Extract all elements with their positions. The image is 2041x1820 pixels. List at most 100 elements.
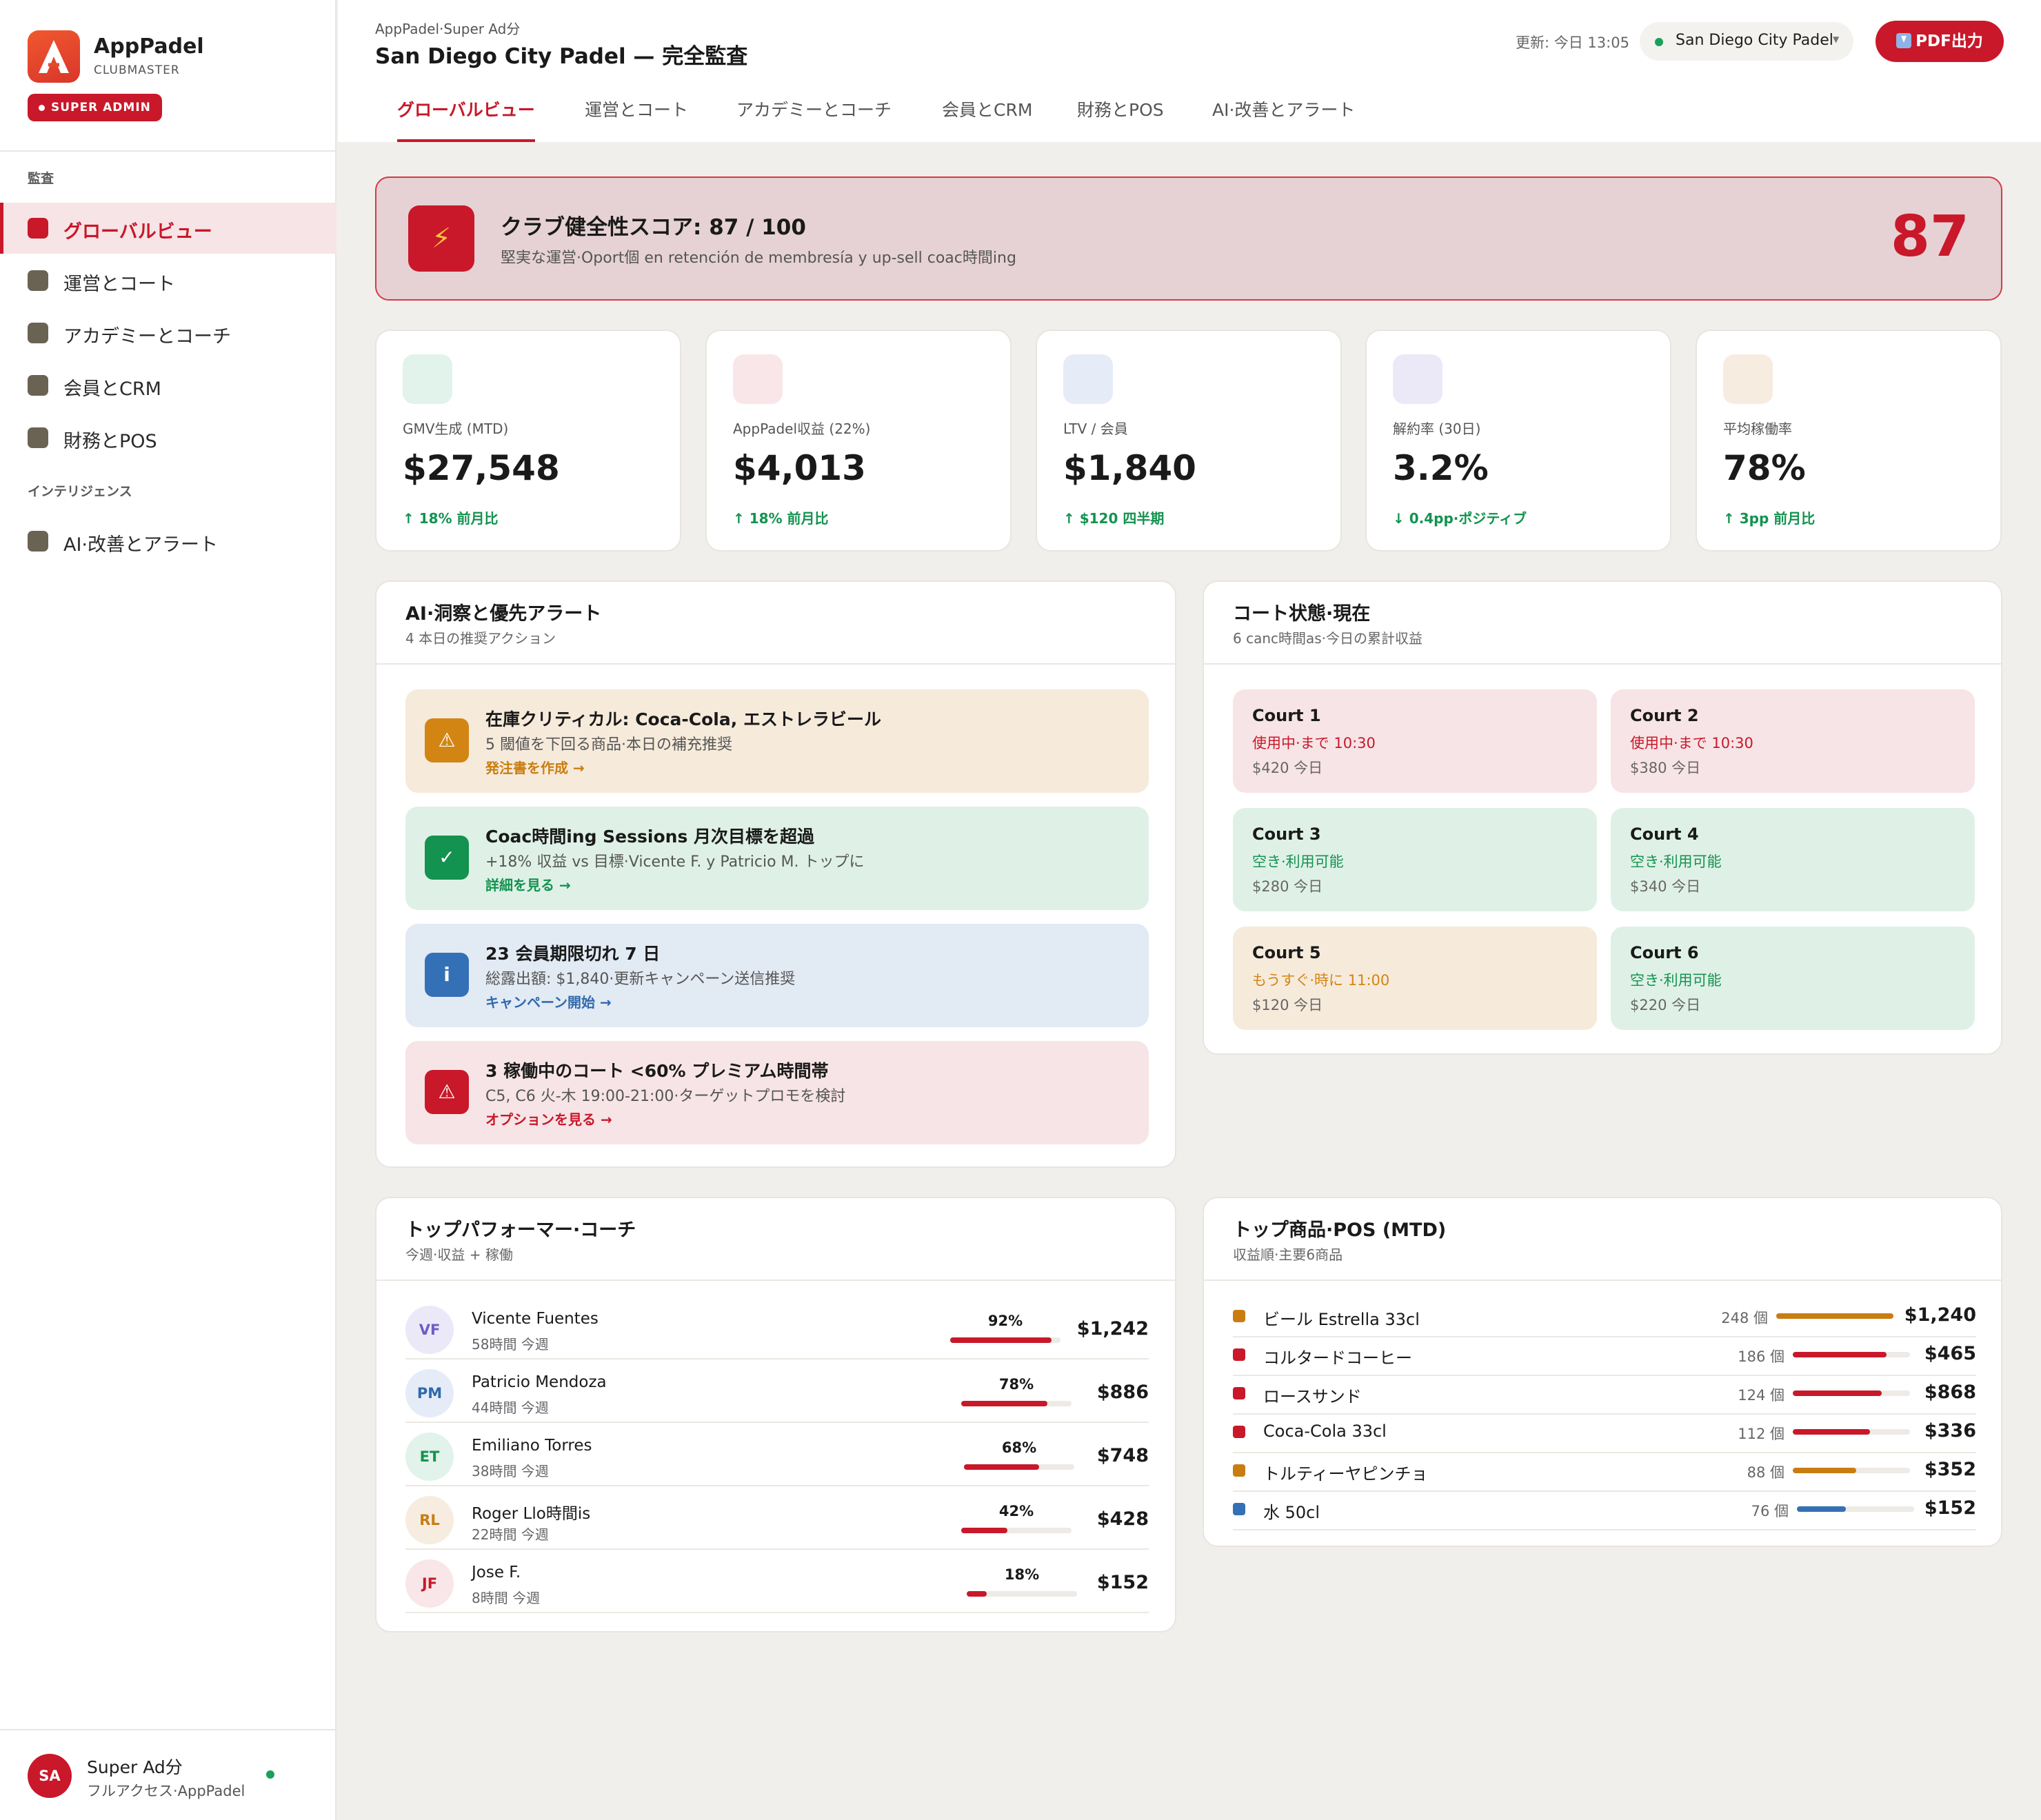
sidebar-item-global-view[interactable]: グローバルビュー bbox=[0, 203, 336, 254]
occupancy-bar bbox=[961, 1401, 1072, 1406]
alert-action-link[interactable]: オプションを見る → bbox=[485, 1111, 612, 1128]
breadcrumb[interactable]: AppPadel·Super Ad分 bbox=[375, 21, 521, 37]
sidebar-item-finance[interactable]: 財務とPOS bbox=[0, 412, 336, 463]
occupancy-bar bbox=[961, 1528, 1072, 1533]
coach-row[interactable]: ET Emiliano Torres 38時間 今週 68% $748 bbox=[405, 1423, 1149, 1486]
coach-name: Jose F. bbox=[472, 1564, 521, 1581]
coach-row[interactable]: PM Patricio Mendoza 44時間 今週 78% $886 bbox=[405, 1359, 1149, 1423]
nav-square-icon bbox=[28, 427, 48, 448]
brand: AppPadel CLUBMASTER SUPER ADMIN bbox=[28, 30, 317, 124]
tab-label: 運営とコート bbox=[585, 100, 689, 120]
coach-revenue: $748 bbox=[1096, 1445, 1149, 1466]
online-status-dot bbox=[266, 1770, 274, 1779]
product-row[interactable]: ビール Estrella 33cl 248 個 $1,240 bbox=[1233, 1299, 1976, 1337]
coach-row[interactable]: JF Jose F. 8時間 今週 18% $152 bbox=[405, 1550, 1149, 1613]
occupancy-label: 68% bbox=[1001, 1439, 1037, 1456]
alert-action-link[interactable]: 詳細を見る → bbox=[485, 877, 571, 893]
occupancy-bar bbox=[967, 1591, 1077, 1597]
product-name: ロースサンド bbox=[1263, 1387, 1362, 1406]
court-card[interactable]: Court 4 空き·利用可能 $340 今日 bbox=[1611, 808, 1975, 911]
alert-description: C5, C6 火-木 19:00-21:00·ターゲットプロモを検討 bbox=[485, 1088, 846, 1105]
club-selector[interactable]: San Diego City Padel ▼ bbox=[1640, 22, 1853, 61]
panel-divider bbox=[376, 663, 1175, 665]
sidebar-item-academy[interactable]: アカデミーとコーチ bbox=[0, 307, 336, 358]
tab-operations[interactable]: 運営とコート bbox=[585, 97, 688, 142]
tab-members[interactable]: 会員とCRM bbox=[942, 97, 1032, 142]
product-row[interactable]: コルタードコーヒー 186 個 $465 bbox=[1233, 1337, 1976, 1376]
product-row[interactable]: Coca-Cola 33cl 112 個 $336 bbox=[1233, 1415, 1976, 1453]
avatar: ET bbox=[405, 1433, 454, 1481]
court-card[interactable]: Court 5 もうすぐ·時に 11:00 $120 今日 bbox=[1233, 927, 1597, 1030]
product-row[interactable]: ロースサンド 124 個 $868 bbox=[1233, 1376, 1976, 1415]
kpi-delta: ↑ 3pp 前月比 bbox=[1723, 510, 1816, 527]
panel-subtitle: 今週·収益 + 稼働 bbox=[405, 1246, 513, 1263]
tab-academy[interactable]: アカデミーとコーチ bbox=[736, 97, 892, 142]
info-icon: i bbox=[425, 953, 469, 997]
tab-global-view[interactable]: グローバルビュー bbox=[397, 97, 535, 142]
kpi-delta: ↑ $120 四半期 bbox=[1063, 510, 1165, 527]
check-icon: ✓ bbox=[425, 836, 469, 880]
court-name: Court 3 bbox=[1252, 825, 1321, 844]
sidebar-item-members[interactable]: 会員とCRM bbox=[0, 360, 336, 411]
kpi-label: LTV / 会員 bbox=[1063, 421, 1128, 437]
kpi-delta: ↑ 18% 前月比 bbox=[733, 510, 829, 527]
coach-name: Roger Llo時間is bbox=[472, 1505, 591, 1523]
panel-divider bbox=[1204, 663, 2001, 665]
sidebar-item-label: アカデミーとコーチ bbox=[63, 326, 231, 347]
court-card[interactable]: Court 3 空き·利用可能 $280 今日 bbox=[1233, 808, 1597, 911]
avatar: JF bbox=[405, 1559, 454, 1608]
avatar[interactable]: SA bbox=[28, 1754, 72, 1798]
court-card[interactable]: Court 6 空き·利用可能 $220 今日 bbox=[1611, 927, 1975, 1030]
alert-title: 23 会員期限切れ 7 日 bbox=[485, 944, 661, 964]
occupancy-bar bbox=[950, 1337, 1060, 1343]
court-status: 空き·利用可能 bbox=[1630, 972, 1722, 989]
alert-card: i 23 会員期限切れ 7 日 総露出額: $1,840·更新キャンペーン送信推… bbox=[405, 924, 1149, 1027]
kpi-value: 3.2% bbox=[1393, 448, 1489, 488]
coach-row[interactable]: VF Vicente Fuentes 58時間 今週 92% $1,242 bbox=[405, 1296, 1149, 1359]
product-share-bar bbox=[1793, 1352, 1910, 1357]
alert-action-link[interactable]: キャンペーン開始 → bbox=[485, 994, 612, 1011]
coach-hours: 38時間 今週 bbox=[472, 1463, 549, 1479]
alert-action-link[interactable]: 発注書を作成 → bbox=[485, 760, 585, 776]
product-revenue: $152 bbox=[1924, 1497, 1976, 1519]
panel-title: コート状態·現在 bbox=[1233, 603, 1371, 625]
court-revenue: $280 今日 bbox=[1252, 878, 1323, 895]
sidebar-item-label: AI·改善とアラート bbox=[63, 534, 219, 556]
sidebar-item-ai-alerts[interactable]: AI·改善とアラート bbox=[0, 516, 336, 567]
kpi-delta: ↑ 18% 前月比 bbox=[403, 510, 499, 527]
court-revenue: $220 今日 bbox=[1630, 997, 1701, 1013]
coach-revenue: $152 bbox=[1096, 1572, 1149, 1593]
coach-revenue: $428 bbox=[1096, 1508, 1149, 1530]
product-share-bar bbox=[1793, 1429, 1910, 1435]
user-role: フルアクセス·AppPadel bbox=[87, 1783, 245, 1799]
product-name: ビール Estrella 33cl bbox=[1263, 1310, 1420, 1329]
occupancy-bar-fill bbox=[967, 1591, 987, 1597]
panel-title: トップ商品·POS (MTD) bbox=[1233, 1220, 1447, 1241]
court-status-panel: コート状態·現在 6 canc時間as·今日の累計収益 Court 1 使用中·… bbox=[1203, 580, 2002, 1055]
product-units: 186 個 bbox=[1738, 1348, 1784, 1365]
court-card[interactable]: Court 2 使用中·まで 10:30 $380 今日 bbox=[1611, 689, 1975, 793]
kpi-delta: ↓ 0.4pp·ポジティブ bbox=[1393, 510, 1527, 527]
coach-hours: 58時間 今週 bbox=[472, 1336, 549, 1353]
tab-finance[interactable]: 財務とPOS bbox=[1077, 97, 1164, 142]
pdf-export-button[interactable]: PDF出力 bbox=[1876, 21, 2004, 62]
kpi-label: AppPadel収益 (22%) bbox=[733, 421, 871, 437]
court-status: 使用中·まで 10:30 bbox=[1252, 735, 1376, 751]
coach-revenue: $886 bbox=[1096, 1382, 1149, 1403]
court-card[interactable]: Court 1 使用中·まで 10:30 $420 今日 bbox=[1233, 689, 1597, 793]
sidebar-item-operations[interactable]: 運営とコート bbox=[0, 255, 336, 306]
tab-ai-alerts[interactable]: AI·改善とアラート bbox=[1212, 97, 1355, 142]
coach-hours: 8時間 今週 bbox=[472, 1590, 541, 1606]
app-logo-icon bbox=[28, 30, 80, 83]
brand-subtitle: CLUBMASTER bbox=[94, 63, 180, 77]
product-color-swatch bbox=[1233, 1464, 1245, 1477]
occupancy-bar-fill bbox=[961, 1401, 1047, 1406]
alert-title: 3 稼働中のコート <60% プレミアム時間帯 bbox=[485, 1061, 829, 1081]
product-row[interactable]: トルティーヤピンチョ 88 個 $352 bbox=[1233, 1453, 1976, 1492]
kpi-icon-tile bbox=[403, 354, 452, 404]
product-name: 水 50cl bbox=[1263, 1503, 1320, 1522]
product-row[interactable]: 水 50cl 76 個 $152 bbox=[1233, 1492, 1976, 1530]
product-color-swatch bbox=[1233, 1426, 1245, 1438]
coach-row[interactable]: RL Roger Llo時間is 22時間 今週 42% $428 bbox=[405, 1486, 1149, 1550]
coach-hours: 44時間 今週 bbox=[472, 1399, 549, 1416]
